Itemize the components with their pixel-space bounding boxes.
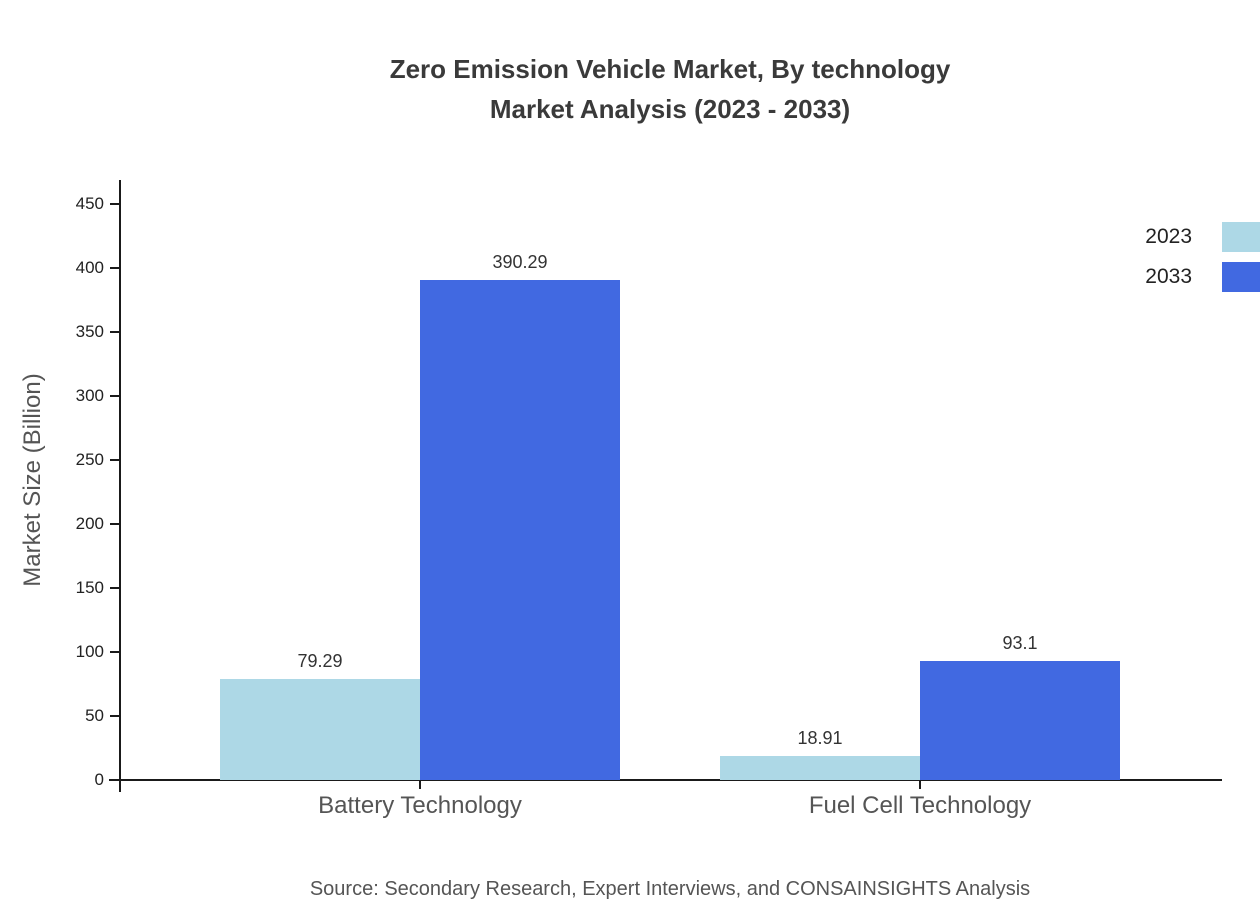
y-tick (110, 523, 120, 525)
y-tick-label: 100 (75, 642, 104, 661)
y-tick-label: 0 (94, 770, 104, 789)
bar-2023 (720, 755, 920, 780)
y-tick-label: 250 (75, 450, 104, 469)
y-tick-label: 150 (75, 578, 104, 597)
y-tick-label: 200 (75, 514, 104, 533)
y-tick (110, 779, 120, 781)
y-tick-label: 350 (75, 322, 104, 341)
y-tick (110, 459, 120, 461)
y-tick (110, 395, 120, 397)
bar-value-label: 390.29 (492, 252, 548, 273)
y-tick-label: 300 (75, 386, 104, 405)
x-tick (919, 780, 921, 789)
y-tick-label: 400 (75, 258, 104, 277)
bar-2023 (220, 678, 420, 780)
y-tick (110, 203, 120, 205)
y-tick (110, 587, 120, 589)
chart-subtitle: Market Analysis (2023 - 2033) (489, 94, 851, 124)
y-axis (119, 180, 121, 792)
y-tick-label: 50 (85, 706, 104, 725)
y-tick (110, 331, 120, 333)
source-note: Source: Secondary Research, Expert Inter… (309, 878, 1031, 900)
y-tick (110, 715, 120, 717)
x-tick (419, 780, 421, 789)
bar-value-label: 18.91 (797, 727, 843, 748)
y-tick-label: 450 (75, 194, 104, 213)
bar-value-label: 93.1 (1002, 632, 1038, 653)
y-tick (110, 267, 120, 269)
x-axis (109, 779, 1222, 781)
chart-title: Zero Emission Vehicle Market, By technol… (389, 54, 951, 84)
category-label: Fuel Cell Technology (808, 792, 1032, 819)
bar-2033 (920, 660, 1120, 780)
category-label: Battery Technology (318, 792, 522, 819)
y-tick (110, 651, 120, 653)
bar-2033 (420, 280, 620, 780)
bar-value-label: 79.29 (297, 650, 343, 671)
